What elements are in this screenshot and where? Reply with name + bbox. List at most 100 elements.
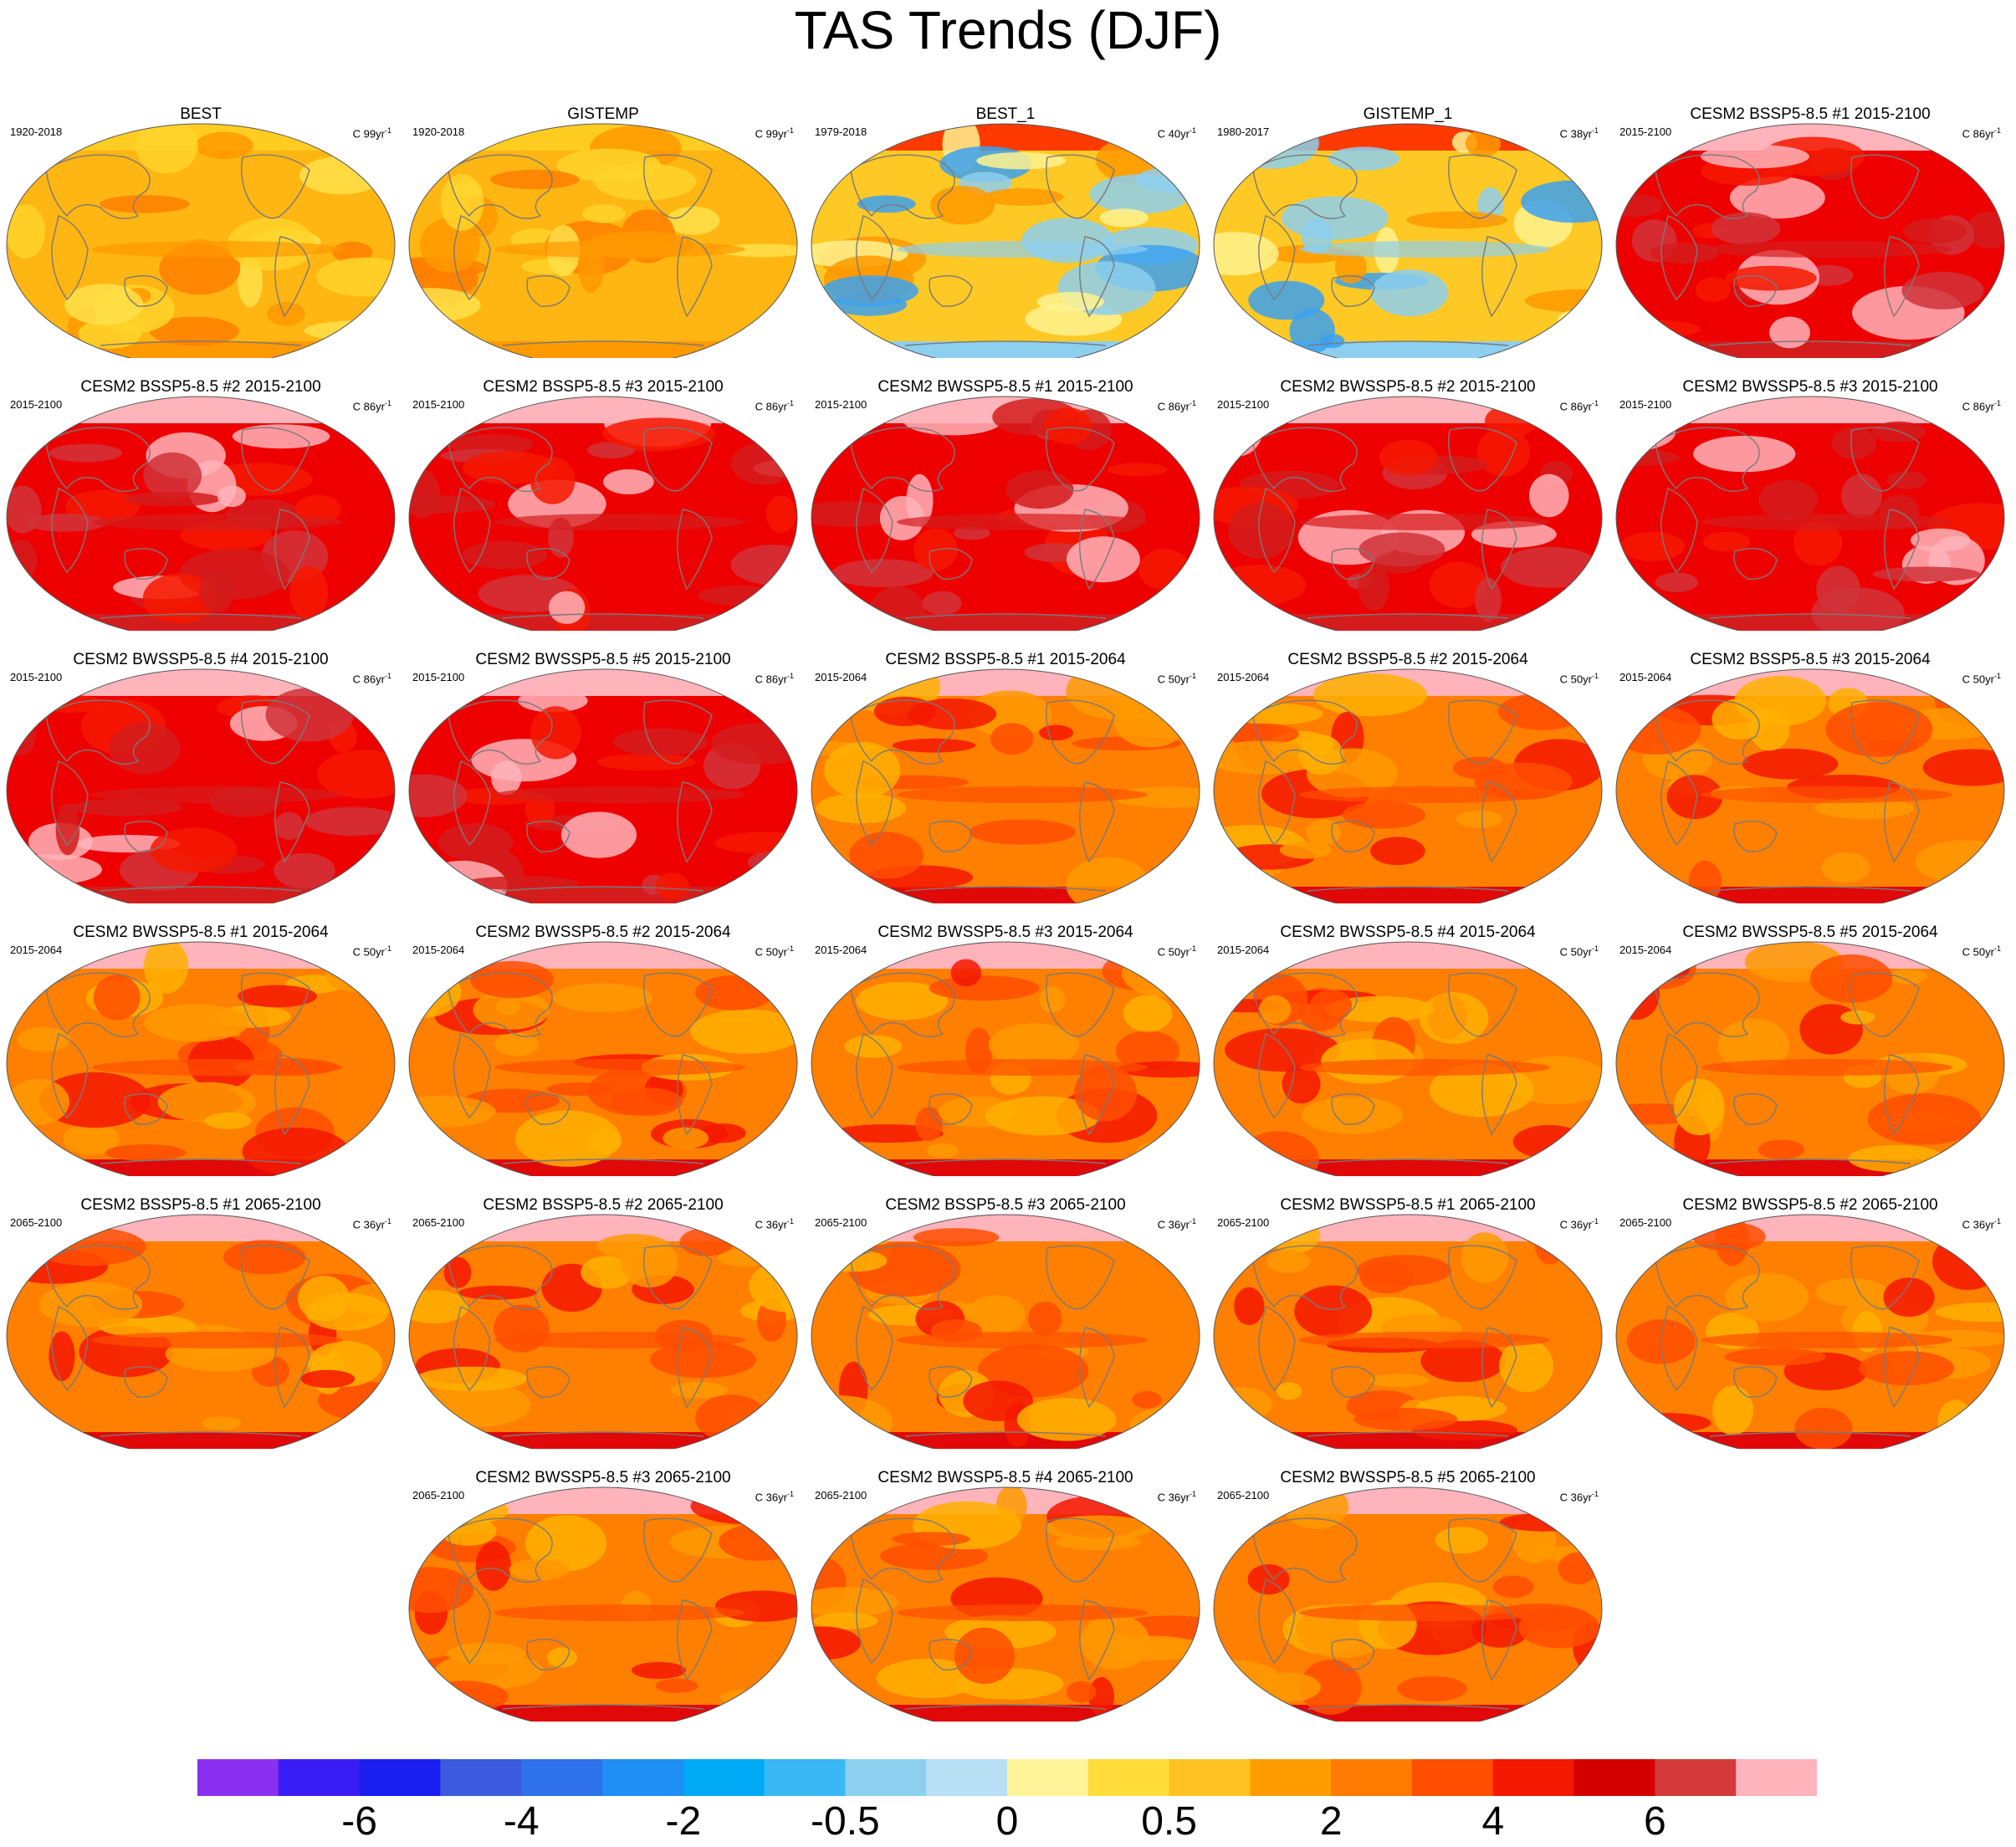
map-field bbox=[409, 397, 797, 631]
anomaly-patch bbox=[1353, 1408, 1458, 1431]
anomaly-patch bbox=[1616, 970, 1660, 1021]
anomaly-patch bbox=[1214, 740, 1318, 775]
panel-title: CESM2 BSSP5-8.5 #3 2015-2100 bbox=[483, 378, 724, 396]
anomaly-patch bbox=[1831, 427, 1877, 460]
anomaly-patch bbox=[1358, 563, 1389, 611]
panel-period: 2015-2064 bbox=[412, 944, 465, 956]
panel-period: 2015-2100 bbox=[1619, 125, 1672, 138]
anomaly-patch bbox=[581, 1256, 633, 1289]
anomaly-patch bbox=[93, 975, 141, 1021]
africa-coastline bbox=[1258, 215, 1296, 301]
anomaly-patch bbox=[1935, 1302, 2004, 1323]
coastlines bbox=[850, 427, 1115, 619]
anomaly-patch bbox=[125, 491, 221, 507]
anomaly-patch bbox=[1228, 502, 1294, 559]
south-america-coastline bbox=[1481, 781, 1517, 863]
anomaly-patch bbox=[1279, 842, 1332, 859]
panel-unit: C 50yr-1 bbox=[755, 942, 794, 959]
colorbar-cell bbox=[1492, 1759, 1575, 1796]
unit-span: 36 bbox=[765, 1218, 779, 1231]
southern-band bbox=[7, 1159, 395, 1176]
unit-suffix: yr bbox=[376, 945, 385, 959]
coastlines bbox=[448, 699, 713, 892]
anomaly-patch bbox=[620, 1238, 678, 1288]
africa-coastline bbox=[856, 488, 893, 574]
map-svg bbox=[1213, 1214, 1603, 1449]
anomaly-patch bbox=[552, 983, 653, 1013]
eurasia-coastline bbox=[448, 972, 553, 1037]
antarctica-coastline bbox=[1307, 886, 1509, 892]
antarctica-coastline bbox=[1307, 1704, 1509, 1710]
map-panel: CESM2 BWSSP5-8.5 #3 2015-2100 2015-2100 C … bbox=[1609, 363, 2011, 631]
anomaly-patch bbox=[613, 728, 709, 756]
north-america-coastline bbox=[1448, 699, 1517, 765]
map-svg bbox=[1213, 1486, 1603, 1722]
eurasia-coastline bbox=[850, 427, 955, 492]
anomaly-patch bbox=[990, 723, 1034, 755]
anomaly-patch bbox=[1932, 1233, 2003, 1291]
unit-suffix: yr bbox=[1583, 673, 1592, 686]
eurasia-coastline bbox=[1252, 972, 1358, 1037]
map-border bbox=[1213, 941, 1603, 1176]
australia-coastline bbox=[1331, 275, 1375, 307]
panel-unit: C 50yr-1 bbox=[1962, 942, 2001, 959]
map-field bbox=[811, 942, 1200, 1176]
anomaly-patch bbox=[695, 975, 775, 1010]
australia-coastline bbox=[929, 1639, 973, 1670]
panel-unit: C 36yr-1 bbox=[1560, 1487, 1599, 1504]
panel-title: CESM2 BWSSP5-8.5 #5 2065-2100 bbox=[1280, 1469, 1536, 1486]
unit-span: 99 bbox=[765, 127, 779, 141]
map-border bbox=[1213, 1214, 1603, 1449]
anomaly-patch bbox=[1724, 1348, 1826, 1366]
equatorial-streak bbox=[494, 1332, 745, 1348]
panel-title: CESM2 BSSP5-8.5 #3 2065-2100 bbox=[885, 1196, 1126, 1214]
panel-unit: C 36yr-1 bbox=[755, 1487, 794, 1504]
unit-exponent: -1 bbox=[786, 126, 794, 135]
unit-span: 50 bbox=[1973, 673, 1986, 686]
equatorial-streak bbox=[1299, 1332, 1550, 1348]
anomaly-patch bbox=[596, 754, 696, 771]
panel-title: CESM2 BWSSP5-8.5 #1 2015-2064 bbox=[73, 924, 329, 941]
north-america-coastline bbox=[1046, 699, 1115, 765]
map-field bbox=[811, 669, 1200, 903]
anomaly-patch bbox=[1123, 995, 1173, 1032]
equatorial-streak bbox=[494, 1059, 745, 1076]
southern-band bbox=[7, 887, 395, 903]
panel-title: CESM2 BWSSP5-8.5 #4 2015-2064 bbox=[1280, 924, 1536, 941]
coastlines bbox=[850, 699, 1115, 892]
equatorial-streak bbox=[494, 786, 745, 803]
southern-band bbox=[1214, 1432, 1602, 1449]
anomaly-patch bbox=[908, 698, 997, 730]
north-america-coastline bbox=[1850, 427, 1920, 492]
map-svg bbox=[408, 396, 798, 631]
coastlines bbox=[45, 972, 310, 1164]
colorbar-cell bbox=[1087, 1759, 1170, 1796]
anomaly-patch bbox=[304, 806, 395, 837]
map-border bbox=[1213, 668, 1603, 903]
australia-coastline bbox=[929, 821, 973, 852]
unit-prefix: C bbox=[1157, 1491, 1166, 1504]
eurasia-coastline bbox=[1655, 1245, 1760, 1310]
anomaly-patch bbox=[38, 1282, 142, 1328]
map-svg bbox=[408, 1486, 798, 1722]
southern-band bbox=[1616, 887, 2004, 903]
map-panel: CESM2 BWSSP5-8.5 #3 2015-2064 2015-2064 C … bbox=[805, 908, 1206, 1176]
anomaly-patch bbox=[1848, 1144, 1946, 1173]
anomaly-patch bbox=[1334, 250, 1367, 284]
panel-period: 2065-2100 bbox=[412, 1216, 465, 1229]
anomaly-patch bbox=[829, 1124, 944, 1144]
eurasia-coastline bbox=[1655, 427, 1760, 492]
antarctica-coastline bbox=[1709, 1431, 1911, 1437]
anomaly-patch bbox=[1066, 536, 1140, 583]
map-svg bbox=[811, 668, 1200, 903]
map-panel: CESM2 BWSSP5-8.5 #1 2015-2100 2015-2100 C … bbox=[805, 363, 1206, 631]
panel-period: 2015-2100 bbox=[412, 398, 465, 411]
anomaly-patch bbox=[440, 174, 484, 231]
anomaly-patch bbox=[530, 706, 581, 760]
equatorial-streak bbox=[897, 241, 1148, 258]
anomaly-patch bbox=[1225, 1028, 1340, 1072]
australia-coastline bbox=[929, 275, 973, 307]
map-svg bbox=[811, 123, 1200, 358]
unit-suffix: yr bbox=[1985, 945, 1994, 959]
map-svg bbox=[1615, 941, 2005, 1176]
